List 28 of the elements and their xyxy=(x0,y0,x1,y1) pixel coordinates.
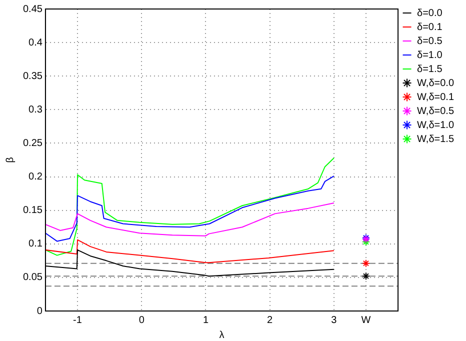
y-tick-label: 0.4 xyxy=(28,37,43,48)
y-tick-label: 0 xyxy=(36,306,43,317)
x-axis-title: λ xyxy=(219,330,224,341)
legend-label: W,δ=1.0 xyxy=(417,120,454,131)
y-tick-label: 0.45 xyxy=(22,4,43,15)
y-tick-label: 0.25 xyxy=(22,138,43,149)
legend-label: δ=1.5 xyxy=(417,64,443,75)
y-tick-label: 0.2 xyxy=(28,172,43,183)
legend-label: δ=1.0 xyxy=(417,50,443,61)
legend-label: δ=0.0 xyxy=(417,8,443,19)
y-tick-label: 0.05 xyxy=(22,272,43,284)
x-tick-label: 1 xyxy=(202,314,209,326)
y-tick-label: 0.3 xyxy=(28,104,43,116)
legend-label: δ=0.5 xyxy=(417,36,443,47)
legend-label: W,δ=1.5 xyxy=(417,134,454,145)
x-tick-label: 2 xyxy=(267,314,274,326)
legend-label: δ=0.1 xyxy=(417,22,443,33)
y-tick-label: 0.1 xyxy=(28,238,43,250)
x-tick-label: 0 xyxy=(138,314,145,326)
y-axis-title: β xyxy=(4,156,16,163)
legend-label: W,δ=0.5 xyxy=(417,106,454,117)
legend-label: W,δ=0.1 xyxy=(417,92,454,103)
y-tick-label: 0.15 xyxy=(22,205,43,216)
x-tick-label: W xyxy=(361,314,372,326)
y-tick-label: 0.35 xyxy=(22,70,43,82)
legend-label: W,δ=0.0 xyxy=(417,78,454,89)
x-tick-label: 3 xyxy=(331,314,338,326)
x-tick-label: -1 xyxy=(73,314,82,326)
